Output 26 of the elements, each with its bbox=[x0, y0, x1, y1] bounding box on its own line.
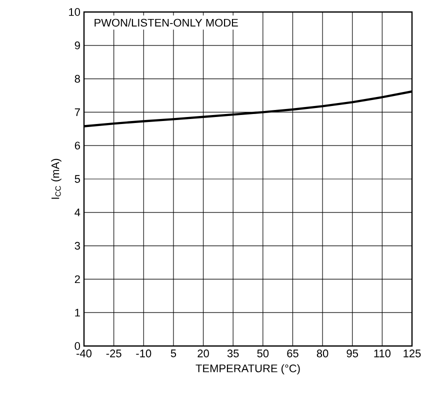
x-tick-label: 35 bbox=[227, 350, 239, 358]
x-tick-label: -25 bbox=[106, 350, 122, 358]
x-tick-label: 95 bbox=[346, 350, 358, 358]
x-tick-label: 50 bbox=[257, 350, 269, 358]
x-tick-label: 20 bbox=[198, 350, 209, 358]
y-tick-label: 7 bbox=[74, 108, 80, 116]
y-tick-label: 6 bbox=[74, 142, 80, 150]
x-axis-title: TEMPERATURE (°C) bbox=[196, 364, 300, 374]
y-axis-title: I$_{CC}$ (mA) bbox=[51, 158, 62, 199]
y-tick-label: 8 bbox=[74, 74, 80, 83]
x-tick-label: 5 bbox=[170, 350, 176, 358]
y-tick-label: 3 bbox=[74, 242, 80, 250]
y-tick-label: 1 bbox=[75, 308, 80, 316]
y-tick-label: 4 bbox=[74, 208, 80, 216]
y-tick-label: 9 bbox=[74, 42, 80, 50]
x-tick-label: -10 bbox=[136, 350, 152, 358]
y-tick-label: 5 bbox=[74, 175, 80, 183]
y-tick-label: 2 bbox=[74, 275, 80, 284]
x-tick-label: 80 bbox=[316, 350, 328, 358]
y-tick-label: 10 bbox=[69, 8, 80, 16]
chart-title: PWON/LISTEN-ONLY MODE bbox=[94, 18, 238, 27]
x-tick-label: -40 bbox=[76, 350, 92, 358]
x-tick-label: 65 bbox=[287, 350, 298, 358]
x-tick-label: 125 bbox=[404, 350, 421, 358]
x-tick-label: 110 bbox=[374, 350, 391, 358]
y-tick-label: 0 bbox=[74, 342, 80, 350]
